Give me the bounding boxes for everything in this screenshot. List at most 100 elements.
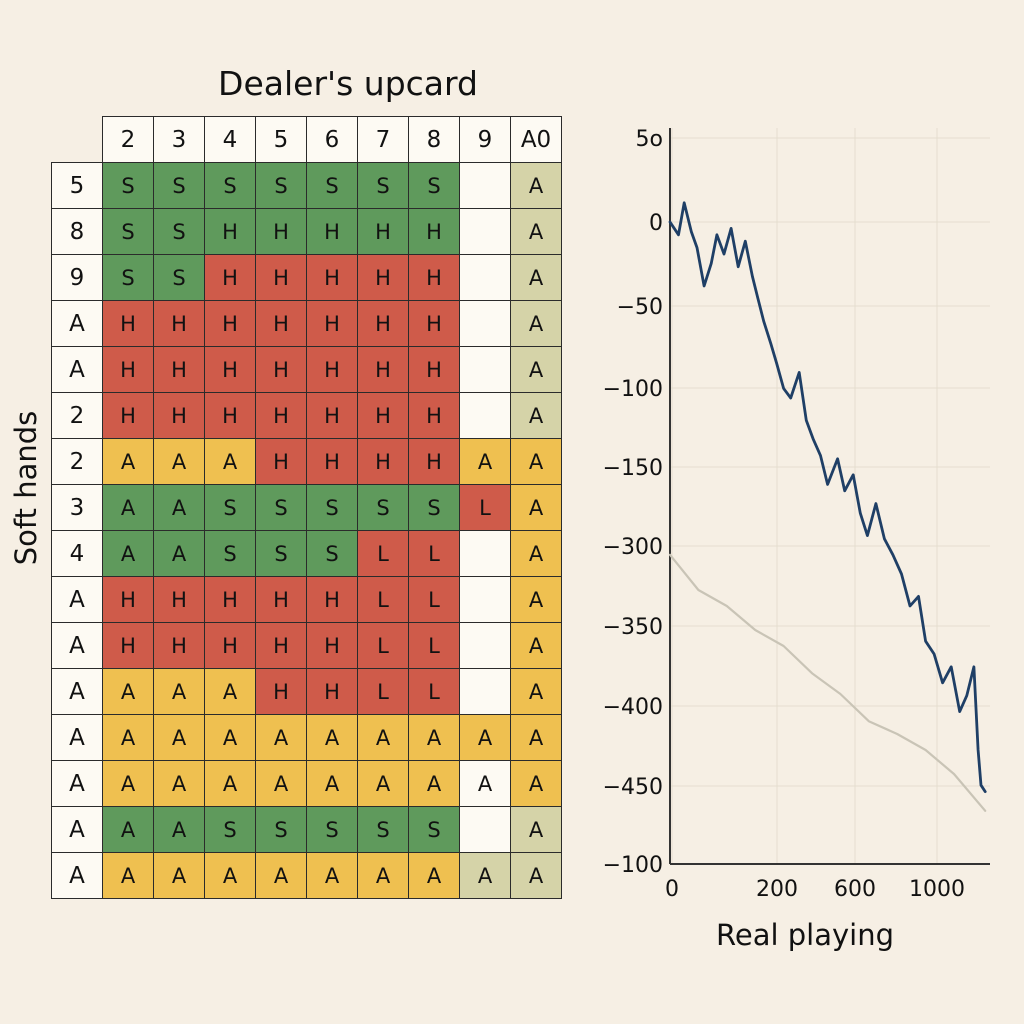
strategy-cell: A xyxy=(510,438,562,485)
row-label: 9 xyxy=(51,254,103,301)
strategy-cell: A xyxy=(459,714,511,761)
strategy-cell: A xyxy=(102,668,154,715)
series-line-main xyxy=(668,201,987,793)
strategy-cell: H xyxy=(357,300,409,347)
strategy-cell: A xyxy=(459,438,511,485)
header-row: 2 3 4 5 6 7 8 9 A0 xyxy=(52,116,562,163)
row-label: 2 xyxy=(51,438,103,485)
strategy-cell: S xyxy=(408,162,460,209)
strategy-cell: H xyxy=(357,438,409,485)
strategy-cell: A xyxy=(510,622,562,669)
strategy-cell: H xyxy=(153,392,205,439)
strategy-cell: A xyxy=(510,254,562,301)
row-label: A xyxy=(51,300,103,347)
strategy-cell: S xyxy=(204,530,256,577)
strategy-cell: A xyxy=(204,714,256,761)
strategy-cell: H xyxy=(255,668,307,715)
strategy-cell: H xyxy=(408,208,460,255)
strategy-cell xyxy=(459,300,511,347)
strategy-cell: A xyxy=(153,668,205,715)
dealer-upcard-header: 6 xyxy=(306,116,358,163)
strategy-cell: H xyxy=(255,254,307,301)
strategy-cell: S xyxy=(153,162,205,209)
strategy-cell: S xyxy=(357,484,409,531)
strategy-cell: A xyxy=(306,852,358,899)
strategy-cell: L xyxy=(357,622,409,669)
strategy-cell: A xyxy=(357,852,409,899)
row-label: A xyxy=(51,852,103,899)
strategy-cell: A xyxy=(153,438,205,485)
strategy-cell: A xyxy=(510,576,562,623)
strategy-cell: S xyxy=(357,162,409,209)
strategy-cell: A xyxy=(204,438,256,485)
strategy-cell: H xyxy=(153,576,205,623)
strategy-cell: L xyxy=(408,530,460,577)
strategy-cell: A xyxy=(102,852,154,899)
strategy-cell: H xyxy=(204,254,256,301)
strategy-cell: A xyxy=(153,760,205,807)
strategy-cell xyxy=(459,530,511,577)
dealer-upcard-header: 7 xyxy=(357,116,409,163)
x-tick-label: 1000 xyxy=(909,877,965,902)
row-label: 5 xyxy=(51,162,103,209)
y-tick-label: −300 xyxy=(603,535,663,560)
y-tick-label: 5o xyxy=(636,127,663,152)
y-tick-label: −150 xyxy=(603,456,663,481)
strategy-cell: L xyxy=(357,530,409,577)
y-tick-label: −100 xyxy=(603,853,663,878)
strategy-cell: A xyxy=(102,714,154,761)
strategy-cell: A xyxy=(510,714,562,761)
strategy-cell: S xyxy=(204,162,256,209)
strategy-cell xyxy=(459,346,511,393)
strategy-cell: A xyxy=(510,668,562,715)
strategy-cell: H xyxy=(306,208,358,255)
strategy-cell xyxy=(459,576,511,623)
strategy-cell: A xyxy=(510,300,562,347)
strategy-cell xyxy=(459,668,511,715)
strategy-cell: A xyxy=(510,162,562,209)
strategy-cell: A xyxy=(306,760,358,807)
strategy-cell: H xyxy=(255,392,307,439)
x-tick-label: 200 xyxy=(756,877,798,902)
x-tick-label: 600 xyxy=(834,877,876,902)
strategy-cell: H xyxy=(357,208,409,255)
strategy-cell: H xyxy=(306,576,358,623)
strategy-cell: H xyxy=(255,300,307,347)
strategy-cell: A xyxy=(153,852,205,899)
strategy-cell: H xyxy=(255,346,307,393)
strategy-cell: S xyxy=(255,484,307,531)
y-tick-label: 0 xyxy=(649,211,663,236)
strategy-cell: H xyxy=(204,392,256,439)
x-tick-label: 0 xyxy=(665,877,679,902)
strategy-table: 2 3 4 5 6 7 8 9 A0 5 S S S S S S S A 8 S S H H H H H A 9 S S H H H H H A A H H… xyxy=(51,116,562,899)
dealer-upcard-header: 9 xyxy=(459,116,511,163)
chart-x-axis-label: Real playing xyxy=(716,918,894,952)
strategy-cell: H xyxy=(408,346,460,393)
strategy-cell: A xyxy=(459,852,511,899)
strategy-cell: H xyxy=(102,622,154,669)
strategy-cell: A xyxy=(510,806,562,853)
strategy-cell: S xyxy=(153,254,205,301)
strategy-cell: H xyxy=(204,208,256,255)
strategy-cell: A xyxy=(255,852,307,899)
strategy-cell: H xyxy=(357,392,409,439)
strategy-cell: A xyxy=(510,392,562,439)
strategy-cell: S xyxy=(255,162,307,209)
strategy-cell: H xyxy=(102,300,154,347)
strategy-cell: H xyxy=(306,622,358,669)
strategy-cell: L xyxy=(357,576,409,623)
strategy-cell: A xyxy=(306,714,358,761)
strategy-cell: S xyxy=(255,806,307,853)
strategy-cell: H xyxy=(408,438,460,485)
